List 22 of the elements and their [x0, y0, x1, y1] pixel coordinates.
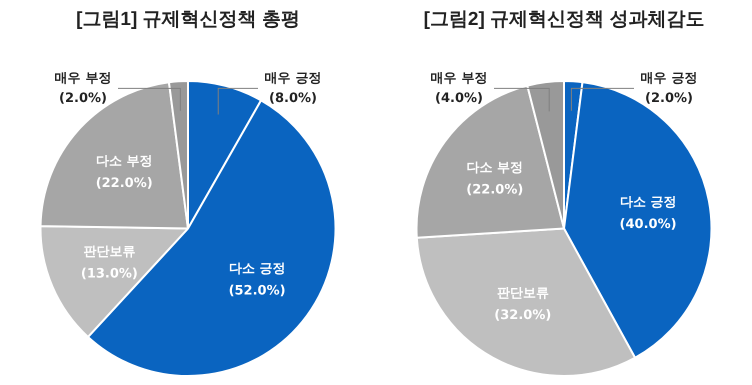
slice-label: 다소 부정 — [96, 154, 152, 169]
slice-label: 매우 긍정 — [640, 70, 698, 86]
chart-title: [그림1] 규제혁신정책 총평 — [75, 8, 301, 32]
slice-label: 매우 부정 — [54, 70, 112, 86]
slice-label: 다소 긍정 — [620, 194, 676, 210]
data-label: (52.0%) — [228, 283, 286, 298]
slice-label: 매우 긍정 — [264, 70, 322, 86]
slice-label: 다소 부정 — [466, 160, 524, 176]
data-label: (22.0%) — [96, 176, 153, 191]
chart-title: [그림2] 규제혁신정책 성과체감도 — [422, 8, 706, 32]
data-label: (2.0%) — [59, 90, 107, 106]
data-label: (8.0%) — [269, 90, 317, 106]
data-label: (40.0%) — [620, 216, 677, 232]
slice-label: 매우 부정 — [430, 70, 488, 86]
slice-label: 다소 긍정 — [228, 261, 286, 276]
data-label: (32.0%) — [494, 308, 552, 323]
data-label: (13.0%) — [80, 266, 138, 282]
data-label: (22.0%) — [466, 182, 524, 198]
data-label: (2.0%) — [645, 90, 693, 106]
slice-label: 판단보류 — [83, 244, 136, 260]
slice-label: 판단보류 — [496, 286, 549, 301]
data-label: (4.0%) — [435, 90, 483, 106]
